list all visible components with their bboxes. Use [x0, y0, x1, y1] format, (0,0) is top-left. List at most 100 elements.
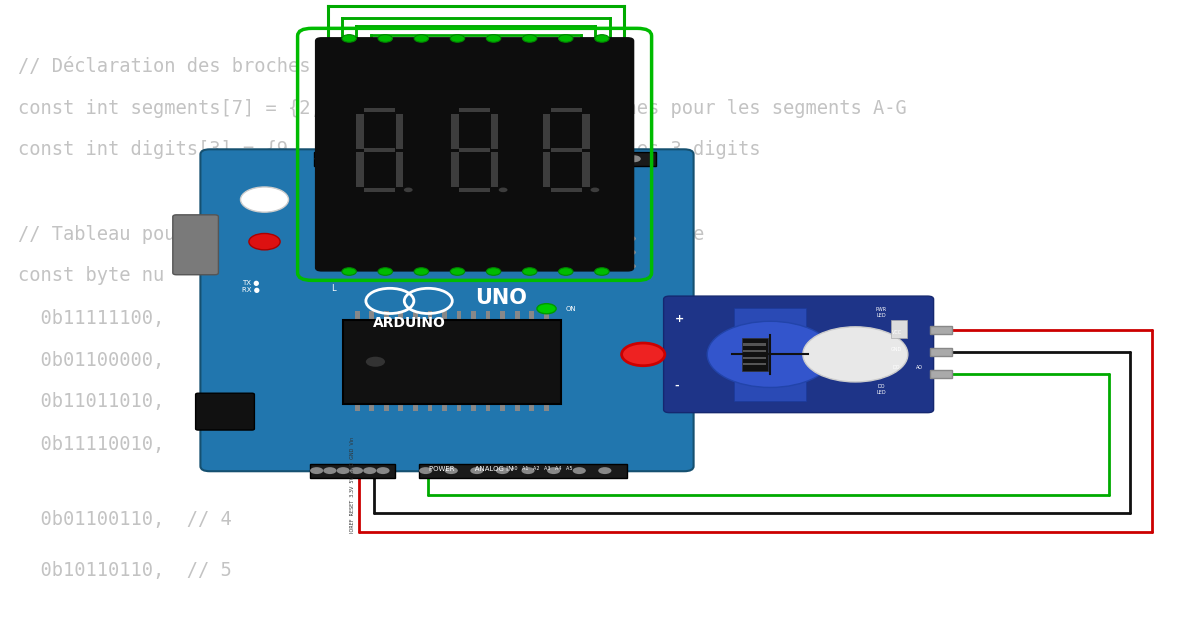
Circle shape — [624, 263, 636, 270]
Bar — [451, 152, 458, 187]
Circle shape — [607, 156, 620, 162]
Circle shape — [450, 35, 464, 42]
FancyBboxPatch shape — [664, 296, 934, 413]
Circle shape — [336, 467, 349, 474]
Text: // Tableau pour                                         segme: // Tableau pour segme — [18, 225, 704, 244]
Text: GND: GND — [892, 348, 902, 352]
Circle shape — [450, 268, 464, 275]
Bar — [500, 311, 505, 319]
Circle shape — [558, 268, 572, 275]
FancyBboxPatch shape — [173, 215, 218, 275]
Circle shape — [342, 35, 356, 42]
Bar — [743, 343, 767, 345]
Circle shape — [377, 467, 390, 474]
Circle shape — [536, 304, 556, 314]
Text: +: + — [674, 314, 684, 324]
Circle shape — [545, 156, 558, 162]
Circle shape — [522, 35, 536, 42]
Bar — [930, 326, 952, 334]
FancyBboxPatch shape — [200, 149, 694, 471]
Bar — [743, 363, 767, 365]
Circle shape — [342, 268, 356, 275]
Circle shape — [445, 467, 458, 474]
Bar — [544, 311, 548, 319]
Text: 0b01100110,  // 4: 0b01100110, // 4 — [18, 510, 232, 529]
Text: UNO: UNO — [475, 288, 527, 308]
Circle shape — [461, 156, 474, 162]
Bar — [365, 148, 395, 152]
Circle shape — [470, 467, 484, 474]
Bar — [544, 403, 548, 411]
Bar — [365, 108, 395, 112]
Bar — [734, 308, 806, 401]
Text: 0b11110010,: 0b11110010, — [18, 435, 164, 454]
Text: ON: ON — [565, 306, 576, 312]
Circle shape — [440, 156, 454, 162]
Circle shape — [622, 343, 665, 365]
Circle shape — [314, 156, 328, 162]
Circle shape — [366, 357, 385, 367]
Circle shape — [323, 467, 336, 474]
Circle shape — [624, 236, 636, 242]
Bar — [551, 148, 582, 152]
Bar — [442, 311, 446, 319]
FancyBboxPatch shape — [316, 38, 634, 271]
Bar — [491, 113, 498, 149]
Circle shape — [595, 268, 610, 275]
Circle shape — [377, 156, 390, 162]
Bar — [544, 152, 551, 187]
Circle shape — [240, 187, 288, 212]
Circle shape — [378, 268, 392, 275]
Bar — [343, 319, 560, 404]
Text: DO
LED: DO LED — [876, 384, 886, 395]
Circle shape — [522, 268, 536, 275]
Bar — [451, 113, 458, 149]
Bar — [442, 403, 446, 411]
Bar — [892, 320, 907, 338]
Circle shape — [486, 35, 500, 42]
Circle shape — [356, 156, 370, 162]
Text: 0b10110110,  // 5: 0b10110110, // 5 — [18, 561, 232, 580]
Bar — [396, 152, 403, 187]
Circle shape — [595, 35, 610, 42]
Text: // Déclaration des broches pour le 3-Digit 7 Segment: // Déclaration des broches pour le 3-Dig… — [18, 56, 604, 76]
Circle shape — [414, 268, 428, 275]
Circle shape — [558, 35, 572, 42]
Bar — [472, 403, 476, 411]
Circle shape — [404, 188, 413, 192]
Bar — [551, 188, 582, 192]
Bar — [743, 350, 767, 352]
Circle shape — [547, 467, 560, 474]
Circle shape — [414, 35, 428, 42]
Circle shape — [523, 156, 536, 162]
Text: DO: DO — [893, 365, 900, 370]
Circle shape — [628, 156, 641, 162]
Bar — [582, 113, 589, 149]
Circle shape — [350, 467, 364, 474]
Bar — [427, 403, 432, 411]
Bar — [427, 311, 432, 319]
Circle shape — [602, 263, 614, 270]
Bar — [398, 403, 403, 411]
Bar — [355, 403, 360, 411]
Circle shape — [398, 156, 412, 162]
Bar — [460, 148, 490, 152]
Text: PWR
LED: PWR LED — [876, 307, 887, 318]
Bar — [396, 113, 403, 149]
Text: IOREF  RESET  3.3V  5V  GND  GND  Vin: IOREF RESET 3.3V 5V GND GND Vin — [349, 437, 355, 533]
Circle shape — [590, 188, 599, 192]
Bar — [529, 311, 534, 319]
Circle shape — [419, 467, 432, 474]
Bar — [457, 311, 462, 319]
Text: const int segments[7] = {2, 3, 4, 5, 6, 7, 8}; // Broches pour les segments A-G: const int segments[7] = {2, 3, 4, 5, 6, … — [18, 99, 907, 118]
Circle shape — [565, 156, 578, 162]
Bar — [551, 108, 582, 112]
Bar — [472, 311, 476, 319]
Circle shape — [496, 467, 509, 474]
Text: 0b11111100,: 0b11111100, — [18, 309, 164, 328]
Bar — [365, 188, 395, 192]
Bar — [515, 403, 520, 411]
Circle shape — [707, 321, 833, 387]
Circle shape — [572, 467, 586, 474]
Bar — [356, 113, 364, 149]
